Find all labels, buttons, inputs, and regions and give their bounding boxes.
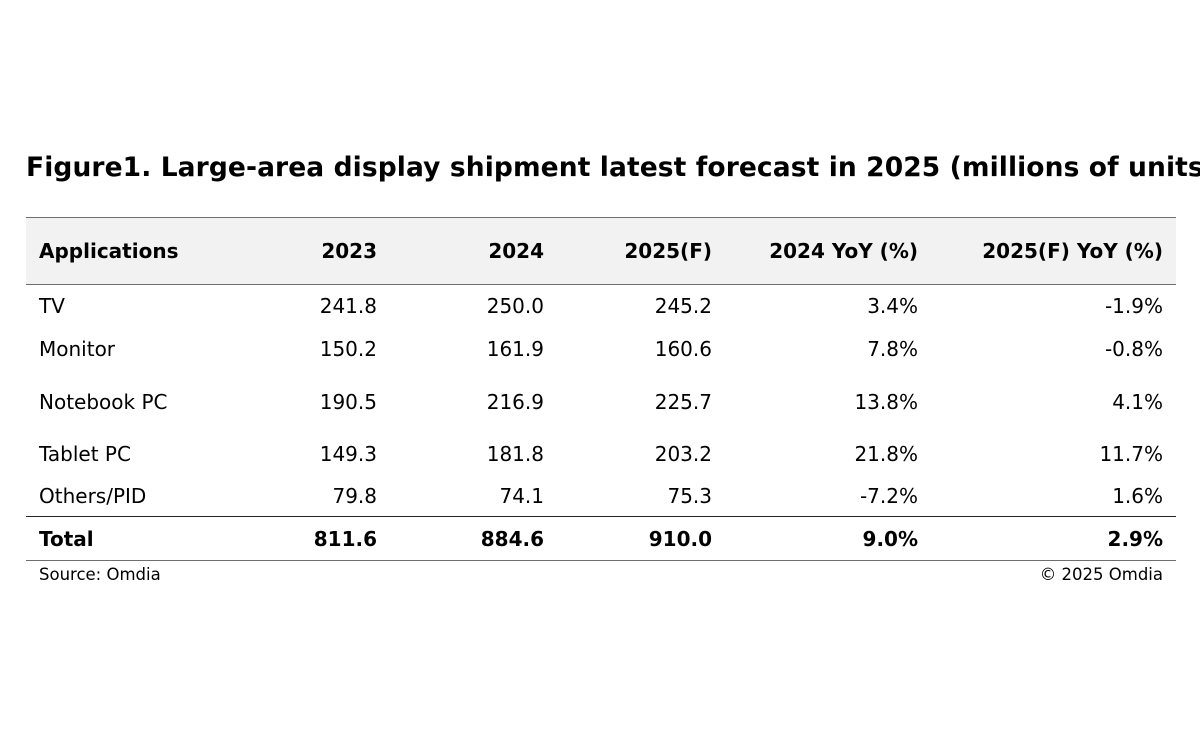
table-row: Monitor 150.2 161.9 160.6 7.8% -0.8% [26,328,1176,371]
cell-2025f: 160.6 [654,337,712,361]
table-row: Others/PID 79.8 74.1 75.3 -7.2% 1.6% [26,476,1176,517]
cell-2024: 74.1 [499,483,544,508]
table-header-row: Applications 2023 2024 2025(F) 2024 YoY … [26,217,1176,285]
cell-2024-yoy: 7.8% [867,337,918,361]
cell-2025f: 75.3 [667,483,712,508]
header-applications: Applications [39,239,179,263]
table-total-row: Total 811.6 884.6 910.0 9.0% 2.9% [26,516,1176,561]
shipment-table: Applications 2023 2024 2025(F) 2024 YoY … [26,217,1176,561]
cell-total-label: Total [39,526,94,551]
table-row: TV 241.8 250.0 245.2 3.4% -1.9% [26,285,1176,328]
cell-application: Monitor [39,337,116,361]
cell-2025f: 203.2 [654,442,712,466]
copyright-note: © 2025 Omdia [1039,565,1163,584]
header-2024: 2024 [488,239,544,263]
cell-total-2023: 811.6 [313,526,377,551]
cell-2023: 79.8 [332,483,377,508]
cell-2025f-yoy: -1.9% [1104,294,1163,319]
cell-2025f: 225.7 [654,389,712,414]
cell-total-2025f: 910.0 [648,526,712,551]
cell-2025f-yoy: -0.8% [1104,337,1163,361]
cell-2023: 150.2 [319,337,377,361]
table-row: Tablet PC 149.3 181.8 203.2 21.8% 11.7% [26,433,1176,476]
cell-application: Notebook PC [39,389,168,414]
cell-2024: 216.9 [486,389,544,414]
cell-total-2025f-yoy: 2.9% [1107,526,1163,551]
cell-2025f-yoy: 11.7% [1099,442,1163,466]
header-2025f-yoy: 2025(F) YoY (%) [982,239,1163,263]
cell-application: Tablet PC [39,442,131,466]
source-note: Source: Omdia [39,565,161,584]
figure-title: Figure1. Large-area display shipment lat… [26,152,1200,183]
cell-2025f-yoy: 1.6% [1112,483,1163,508]
cell-2023: 190.5 [319,389,377,414]
header-2023: 2023 [321,239,377,263]
cell-2025f-yoy: 4.1% [1112,389,1163,414]
cell-2024-yoy: 13.8% [854,389,918,414]
cell-2024-yoy: -7.2% [859,483,918,508]
cell-2024: 181.8 [486,442,544,466]
cell-total-2024: 884.6 [480,526,544,551]
cell-2024-yoy: 21.8% [854,442,918,466]
cell-2023: 241.8 [319,294,377,319]
cell-2023: 149.3 [319,442,377,466]
cell-2024-yoy: 3.4% [867,294,918,319]
cell-2025f: 245.2 [654,294,712,319]
header-2024-yoy: 2024 YoY (%) [769,239,918,263]
header-2025f: 2025(F) [624,239,712,263]
data-table-container: Applications 2023 2024 2025(F) 2024 YoY … [26,217,1176,561]
cell-2024: 250.0 [486,294,544,319]
cell-total-2024-yoy: 9.0% [862,526,918,551]
cell-application: Others/PID [39,483,147,508]
cell-application: TV [39,294,65,319]
table-row: Notebook PC 190.5 216.9 225.7 13.8% 4.1% [26,371,1176,433]
cell-2024: 161.9 [486,337,544,361]
